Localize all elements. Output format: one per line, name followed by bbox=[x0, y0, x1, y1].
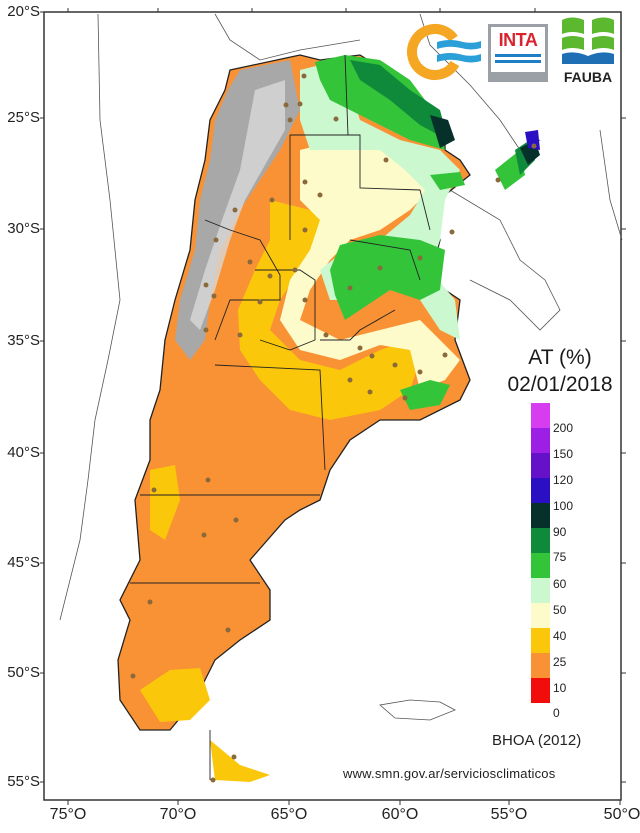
legend-swatch-75-90 bbox=[531, 528, 550, 553]
legend-tick: 25 bbox=[553, 655, 567, 669]
inta-logo-text: INTA bbox=[498, 30, 538, 50]
fauba-water-icon bbox=[562, 52, 614, 64]
legend-tick: 75 bbox=[553, 550, 567, 564]
legend-tick: 50 bbox=[553, 603, 567, 617]
legend-swatch-100-120 bbox=[531, 478, 550, 503]
smn-logo-wave-icon bbox=[437, 40, 481, 50]
lat-label-40s: 40°S bbox=[7, 444, 40, 461]
source-url: www.smn.gov.ar/serviciosclimaticos bbox=[343, 766, 556, 781]
province-borders bbox=[130, 54, 431, 780]
legend-tick: 100 bbox=[553, 499, 574, 513]
smn-logo bbox=[405, 22, 481, 82]
lon-label-65o: 65°O bbox=[270, 806, 308, 823]
lon-label-55o: 55°O bbox=[490, 806, 528, 823]
legend-swatch-150-200 bbox=[531, 428, 550, 453]
legend-title: AT (%) bbox=[528, 346, 592, 369]
lon-label-50o: 50°O bbox=[603, 806, 640, 823]
lat-label-55s: 55°S bbox=[7, 773, 40, 790]
legend-swatch-10-25 bbox=[531, 653, 550, 678]
lat-label-25s: 25°S bbox=[7, 109, 40, 126]
legend-tick: 90 bbox=[553, 525, 567, 539]
zone-75-90 bbox=[350, 60, 448, 140]
fauba-leaf-icon bbox=[562, 17, 614, 50]
zone-60-75-buenos-aires bbox=[400, 380, 450, 410]
zone-40-50 bbox=[280, 140, 460, 390]
legend-tick: 0 bbox=[553, 706, 560, 720]
legend-swatch-50-60 bbox=[531, 578, 550, 603]
lat-label-20s: 20°S bbox=[7, 3, 40, 20]
zone-60-75-mesopotamia bbox=[330, 235, 445, 320]
fauba-logo-text: FAUBA bbox=[563, 69, 613, 85]
model-credit: BHOA (2012) bbox=[492, 732, 582, 749]
lon-label-70o: 70°O bbox=[159, 806, 197, 823]
legend-swatch-60-75 bbox=[531, 553, 550, 578]
legend-swatch-40-50 bbox=[531, 603, 550, 628]
legend-tick: 10 bbox=[553, 681, 567, 695]
zone-60-75-north bbox=[315, 55, 445, 150]
lon-label-75o: 75°O bbox=[49, 806, 87, 823]
legend-swatch-0-10 bbox=[531, 678, 550, 703]
lon-label-60o: 60°O bbox=[381, 806, 419, 823]
longitude-ticks bbox=[67, 8, 621, 805]
lat-label-35s: 35°S bbox=[7, 332, 40, 349]
zone-90-100 bbox=[430, 115, 455, 148]
smn-logo-ring-icon bbox=[407, 24, 463, 80]
legend-tick: 200 bbox=[553, 421, 574, 435]
legend-date: 02/01/2018 bbox=[507, 373, 613, 396]
legend-swatch-25-40 bbox=[531, 628, 550, 653]
fauba-logo: FAUBA bbox=[560, 14, 616, 86]
legend-color-bar bbox=[531, 403, 550, 703]
zone-25-40-tdf bbox=[210, 740, 270, 782]
legend-swatch-120-150 bbox=[531, 453, 550, 478]
neighbour-borders bbox=[59, 13, 623, 721]
zone-25-40-patagonia bbox=[150, 465, 180, 540]
weather-stations bbox=[130, 73, 537, 783]
inta-logo: INTA bbox=[488, 24, 548, 82]
lat-label-50s: 50°S bbox=[7, 664, 40, 681]
legend-tick: 40 bbox=[553, 629, 567, 643]
zone-25-40-south bbox=[140, 668, 210, 722]
zone-60-75-corrientes bbox=[430, 172, 465, 190]
legend-swatch-200plus bbox=[531, 403, 550, 428]
legend-tick: 150 bbox=[553, 447, 574, 461]
legend-tick: 120 bbox=[553, 473, 574, 487]
latitude-ticks bbox=[40, 11, 626, 783]
andes-relief-light bbox=[190, 80, 285, 330]
legend-tick: 60 bbox=[553, 577, 567, 591]
legend-swatch-90-100 bbox=[531, 503, 550, 528]
lat-label-30s: 30°S bbox=[7, 220, 40, 237]
lat-label-45s: 45°S bbox=[7, 554, 40, 571]
zone-25-40-central bbox=[238, 200, 420, 420]
